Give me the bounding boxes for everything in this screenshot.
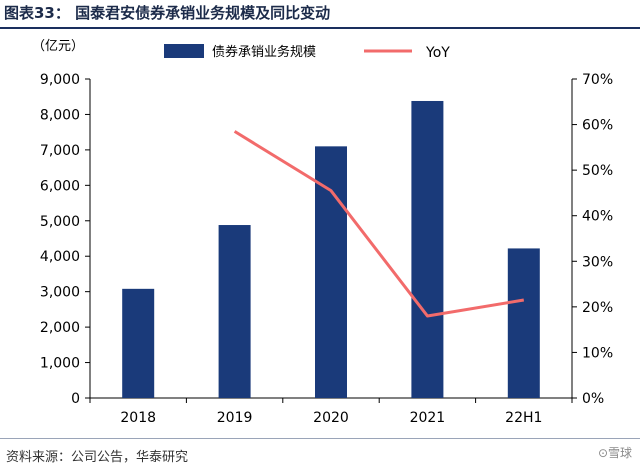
y-left-tick-label: 9,000 — [40, 72, 80, 88]
x-tick-label: 22H1 — [505, 410, 542, 426]
y-left-tick-label: 5,000 — [40, 214, 80, 230]
figure-title: 图表33： 国泰君安债券承销业务规模及同比变动 — [4, 4, 331, 22]
bar-22H1 — [507, 248, 540, 398]
y-left-tick-label: 6,000 — [40, 178, 80, 194]
yoy-line — [233, 130, 525, 318]
bar-2018 — [122, 288, 155, 398]
y-right-tick-label: 20% — [582, 300, 613, 316]
watermark: ⊙雪球 — [597, 446, 632, 460]
source-note: 资料来源：公司公告，华泰研究 — [6, 450, 189, 465]
y-left-tick-label: 4,000 — [40, 249, 80, 265]
y-right-tick-label: 50% — [582, 163, 613, 179]
y-left-tick-label: 3,000 — [40, 285, 80, 301]
bar-2020 — [315, 146, 347, 398]
y-right-tick-label: 70% — [582, 72, 613, 88]
x-tick-label: 2021 — [410, 410, 446, 426]
y-right-tick-label: 40% — [582, 209, 613, 225]
y-right-tick-label: 10% — [582, 345, 613, 361]
bar-2021 — [411, 100, 444, 398]
y-left-tick-label: 8,000 — [40, 107, 80, 123]
y-right-tick-label: 0% — [582, 391, 604, 407]
y-axis-unit-label: （亿元） — [32, 39, 84, 54]
x-tick-label: 2019 — [217, 410, 253, 426]
chart-canvas: （亿元） 债券承销业务规模 YoY 0 1,000 2,000 3,000 4,000 5,00… — [32, 39, 613, 426]
y-left-tick-label: 1,000 — [40, 356, 80, 372]
title-divider — [0, 27, 640, 29]
y-left-tick-label: 0 — [71, 391, 80, 407]
bar-2019 — [218, 225, 251, 398]
source-divider — [0, 438, 640, 439]
x-tick-label: 2018 — [120, 410, 156, 426]
y-left-tick-label: 2,000 — [40, 320, 80, 336]
x-tick-label: 2020 — [313, 410, 349, 426]
legend-line-label: YoY — [425, 45, 450, 61]
legend-bar-label: 债券承销业务规模 — [212, 44, 316, 60]
y-right-tick-label: 30% — [582, 254, 613, 270]
y-right-tick-label: 60% — [582, 118, 613, 134]
y-left-tick-label: 7,000 — [40, 143, 80, 159]
legend-bar-swatch — [164, 44, 204, 58]
